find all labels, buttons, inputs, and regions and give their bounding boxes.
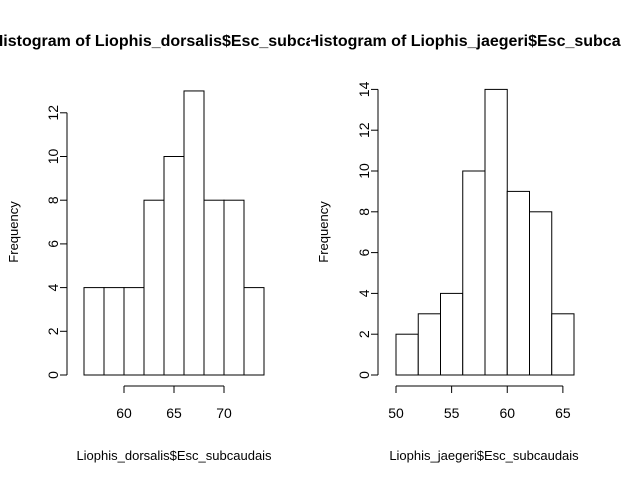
histogram-bar — [395, 333, 419, 376]
histogram-panel-jaegeri: Histogram of Liophis_jaegeri$Esc_subcaud… — [308, 33, 621, 463]
y-axis-label: Frequency — [316, 201, 331, 263]
y-tick-label: 8 — [45, 196, 61, 204]
histogram-bar — [417, 313, 441, 376]
x-tick-label: 65 — [555, 405, 571, 421]
histogram-bar — [163, 156, 185, 376]
y-tick-label: 4 — [356, 289, 372, 297]
chart-title: Histogram of Liophis_jaegeri$Esc_subcaud… — [308, 33, 621, 50]
y-tick-label: 6 — [45, 240, 61, 248]
histogram-bar — [243, 287, 265, 376]
chart-title: Histogram of Liophis_dorsalis$Esc_subcau… — [0, 33, 356, 50]
x-tick-label: 50 — [388, 405, 404, 421]
histogram-bar — [123, 287, 145, 376]
x-axis: 60 65 70 — [116, 385, 232, 421]
x-axis-label: Liophis_dorsalis$Esc_subcaudais — [76, 448, 272, 463]
histogram-bar — [440, 292, 464, 376]
y-tick-label: 6 — [356, 248, 372, 256]
histogram-bar — [83, 287, 105, 376]
x-axis: 50 55 60 65 — [388, 385, 571, 421]
histogram-bar — [223, 199, 245, 376]
histogram-bar — [103, 287, 125, 376]
x-tick-label: 65 — [166, 405, 182, 421]
y-tick-label: 2 — [356, 330, 372, 338]
histogram-panel-dorsalis: Histogram of Liophis_dorsalis$Esc_subcau… — [0, 33, 356, 463]
x-tick-label: 55 — [444, 405, 460, 421]
y-tick-label: 8 — [356, 208, 372, 216]
y-tick-label: 12 — [356, 122, 372, 138]
histogram-bar — [183, 90, 205, 376]
histogram-bar — [551, 313, 575, 376]
y-axis: 0 2 4 6 8 10 12 — [45, 105, 68, 379]
histogram-bar — [143, 199, 165, 376]
bars — [395, 88, 575, 376]
y-tick-label: 10 — [45, 149, 61, 165]
y-axis: 0 2 4 6 8 10 12 14 — [356, 81, 379, 379]
x-tick-label: 60 — [116, 405, 132, 421]
y-tick-label: 4 — [45, 283, 61, 291]
bars — [83, 90, 265, 376]
histogram-bar — [506, 190, 530, 376]
y-tick-label: 14 — [356, 81, 372, 97]
histogram-bar — [462, 170, 486, 376]
histogram-bar — [484, 88, 508, 376]
y-tick-label: 2 — [45, 327, 61, 335]
y-tick-label: 12 — [45, 105, 61, 121]
x-tick-label: 60 — [499, 405, 515, 421]
y-tick-label: 0 — [356, 371, 372, 379]
y-tick-label: 10 — [356, 163, 372, 179]
histogram-bar — [203, 199, 225, 376]
x-axis-label: Liophis_jaegeri$Esc_subcaudais — [389, 448, 579, 463]
y-axis-label: Frequency — [6, 201, 21, 263]
histogram-bar — [529, 211, 553, 376]
y-tick-label: 0 — [45, 371, 61, 379]
x-tick-label: 70 — [216, 405, 232, 421]
